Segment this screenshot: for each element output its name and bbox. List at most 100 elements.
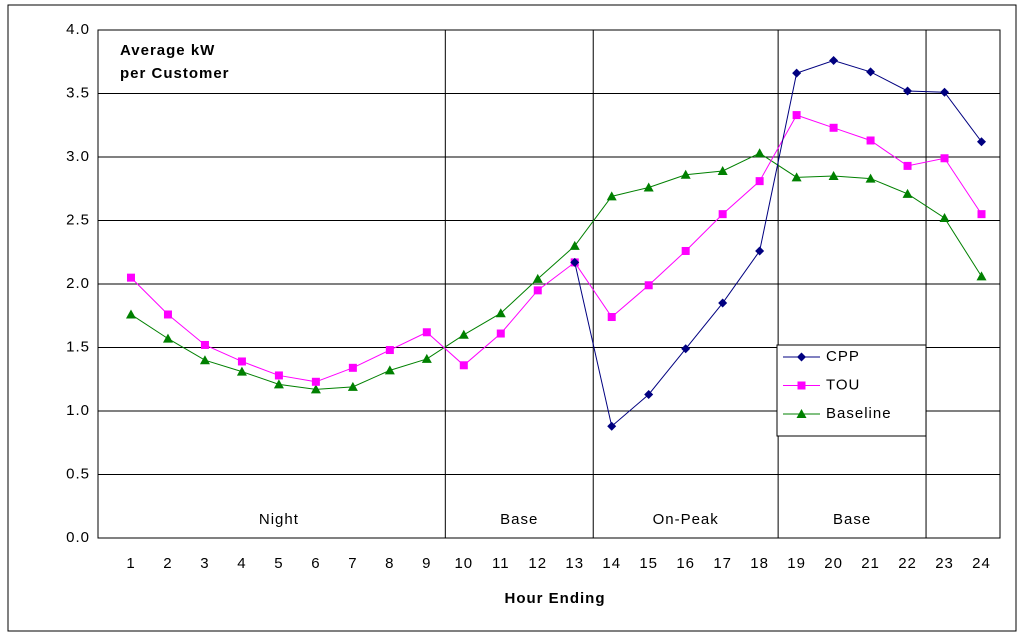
x-tick-label: 6 xyxy=(311,555,320,572)
marker xyxy=(866,136,875,145)
legend-label: TOU xyxy=(826,376,860,393)
series-line xyxy=(130,114,982,383)
y-tick-label: 0.5 xyxy=(66,465,90,482)
marker xyxy=(607,421,617,431)
marker xyxy=(273,379,284,389)
marker xyxy=(718,298,728,308)
x-tick-label: 24 xyxy=(972,555,991,572)
x-tick-label: 21 xyxy=(861,555,880,572)
y-tick-label: 3.0 xyxy=(66,148,90,165)
y-tick-label: 1.0 xyxy=(66,402,90,419)
marker xyxy=(384,365,395,375)
plot-frame xyxy=(97,29,1001,539)
y-tick-label: 4.0 xyxy=(66,21,90,38)
marker xyxy=(792,111,801,120)
marker xyxy=(977,137,987,147)
marker xyxy=(940,87,950,97)
marker xyxy=(902,188,913,198)
x-tick-label: 8 xyxy=(385,555,394,572)
marker xyxy=(828,171,839,181)
marker xyxy=(274,371,283,380)
marker xyxy=(162,333,173,343)
marker xyxy=(940,154,949,163)
marker xyxy=(569,240,580,250)
marker xyxy=(903,86,913,96)
marker xyxy=(797,352,806,362)
x-axis-label: Hour Ending xyxy=(505,590,606,607)
x-tick-label: 3 xyxy=(200,555,209,572)
marker xyxy=(977,210,986,219)
marker xyxy=(199,355,210,365)
marker xyxy=(865,173,876,183)
x-tick-label: 20 xyxy=(824,555,843,572)
x-tick-label: 5 xyxy=(274,555,283,572)
marker xyxy=(570,257,580,267)
marker xyxy=(385,346,394,355)
marker xyxy=(459,361,468,370)
marker xyxy=(125,309,136,319)
chart-border xyxy=(7,4,1017,632)
x-tick-label: 15 xyxy=(639,555,658,572)
x-tick-label: 2 xyxy=(163,555,172,572)
x-tick-label: 22 xyxy=(898,555,917,572)
marker xyxy=(976,271,987,281)
period-label: Night xyxy=(259,511,299,528)
period-label: Base xyxy=(500,511,538,528)
legend: CPP TOU Baseline xyxy=(776,344,927,437)
marker xyxy=(422,328,431,337)
marker xyxy=(939,212,950,222)
marker xyxy=(347,381,358,391)
marker xyxy=(311,377,320,386)
marker xyxy=(755,177,764,186)
x-tick-label: 19 xyxy=(787,555,806,572)
legend-label: CPP xyxy=(826,348,860,365)
marker xyxy=(754,148,765,158)
chart-title: Average kW xyxy=(120,42,215,59)
marker xyxy=(829,55,839,65)
x-tick-label: 16 xyxy=(676,555,695,572)
period-label: Base xyxy=(833,511,871,528)
marker xyxy=(163,310,172,319)
x-tick-label: 10 xyxy=(454,555,473,572)
marker xyxy=(126,273,135,282)
marker xyxy=(310,384,321,394)
y-tick-label: 2.0 xyxy=(66,275,90,292)
x-tick-label: 12 xyxy=(528,555,547,572)
marker xyxy=(458,329,469,339)
legend-label: Baseline xyxy=(826,405,892,422)
marker xyxy=(718,210,727,219)
y-tick-label: 1.5 xyxy=(66,338,90,355)
x-tick-label: 1 xyxy=(126,555,135,572)
marker xyxy=(496,329,505,338)
marker xyxy=(797,381,806,390)
series-line xyxy=(574,59,982,428)
marker xyxy=(237,357,246,366)
marker xyxy=(236,366,247,376)
marker xyxy=(606,191,617,201)
marker xyxy=(421,353,432,363)
marker xyxy=(717,165,728,175)
marker xyxy=(866,67,876,77)
x-tick-label: 4 xyxy=(237,555,246,572)
x-tick-label: 13 xyxy=(565,555,584,572)
x-tick-label: 18 xyxy=(750,555,769,572)
marker xyxy=(644,281,653,290)
marker xyxy=(607,313,616,322)
x-tick-label: 17 xyxy=(713,555,732,572)
marker xyxy=(348,363,357,372)
marker xyxy=(796,409,807,418)
x-tick-label: 11 xyxy=(492,555,510,572)
marker xyxy=(680,169,691,179)
chart-title: per Customer xyxy=(120,65,230,82)
series-line xyxy=(130,152,982,390)
marker xyxy=(681,344,691,354)
y-tick-label: 2.5 xyxy=(66,211,90,228)
marker xyxy=(533,286,542,295)
marker xyxy=(200,340,209,349)
marker xyxy=(643,182,654,192)
x-tick-label: 9 xyxy=(422,555,431,572)
marker xyxy=(644,389,654,399)
marker xyxy=(792,68,802,78)
marker xyxy=(829,123,838,132)
